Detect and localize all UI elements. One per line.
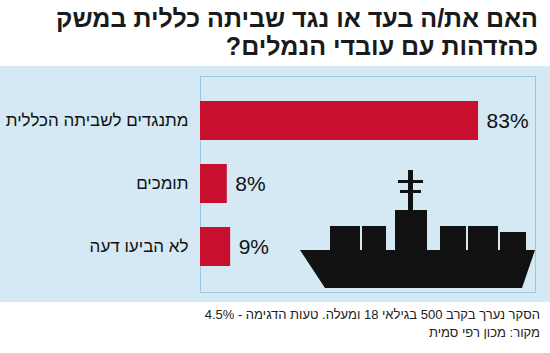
html-text:מקור: מכון רפי סמית: מקור: מכון רפי סמית (429, 324, 540, 340)
svg-text:תומכים: תומכים (136, 174, 188, 193)
svg-text:מתנגדים לשביתה הכללית: מתנגדים לשביתה הכללית (6, 111, 189, 130)
html-text:הסקר נערך בקרב 500 בגילאי 18 ו: הסקר נערך בקרב 500 בגילאי 18 ומעלה. טעות… (204, 307, 540, 322)
svg-text:8%: 8% (235, 172, 265, 195)
svg-text:83%: 83% (487, 109, 529, 132)
svg-text:9%: 9% (239, 235, 269, 258)
html-text:האם את/ה בעד או נגד שביתה כללי: האם את/ה בעד או נגד שביתה כללית במשק כהז… (56, 4, 538, 60)
svg-text:לא הביעו דעה: לא הביעו דעה (90, 237, 189, 256)
